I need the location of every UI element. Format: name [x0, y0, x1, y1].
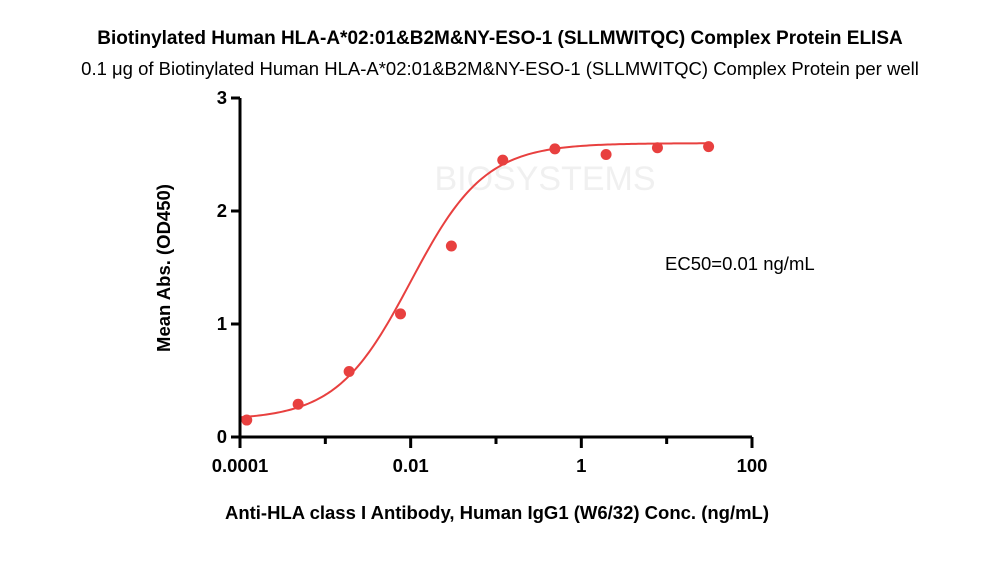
data-point — [343, 365, 355, 377]
data-point — [445, 240, 457, 252]
y-tick-label: 2 — [217, 200, 227, 221]
data-points — [241, 141, 715, 426]
x-tick-label: 100 — [737, 455, 768, 476]
data-point — [651, 142, 663, 154]
y-tick-label: 0 — [217, 426, 227, 447]
watermark-text: BIOSYSTEMS — [434, 160, 655, 198]
watermark: BIOSYSTEMS — [434, 160, 655, 198]
data-point — [241, 414, 253, 426]
x-axis-ticks: 0.0001 0.01 1 100 — [212, 437, 768, 476]
data-point — [394, 308, 406, 320]
y-tick-label: 1 — [217, 313, 227, 334]
x-tick-label: 1 — [576, 455, 586, 476]
x-axis-label: Anti-HLA class I Antibody, Human IgG1 (W… — [225, 502, 769, 523]
fit-curve — [239, 142, 709, 419]
x-tick-label: 0.0001 — [212, 455, 269, 476]
x-tick-label: 0.01 — [393, 455, 429, 476]
y-axis-label: Mean Abs. (OD450) — [153, 184, 174, 352]
y-tick-label: 3 — [217, 87, 227, 108]
data-point — [703, 141, 715, 153]
data-point — [600, 149, 612, 160]
chart-subtitle: 0.1 μg of Biotinylated Human HLA-A*02:01… — [81, 58, 919, 79]
chart-title: Biotinylated Human HLA-A*02:01&B2M&NY-ES… — [97, 28, 903, 49]
y-axis-ticks: 0 1 2 3 — [217, 87, 240, 447]
ec50-annotation: EC50=0.01 ng/mL — [665, 253, 815, 274]
data-point — [292, 398, 304, 410]
data-point — [549, 143, 561, 155]
fit-curve-group — [239, 142, 709, 419]
data-point — [497, 154, 509, 166]
